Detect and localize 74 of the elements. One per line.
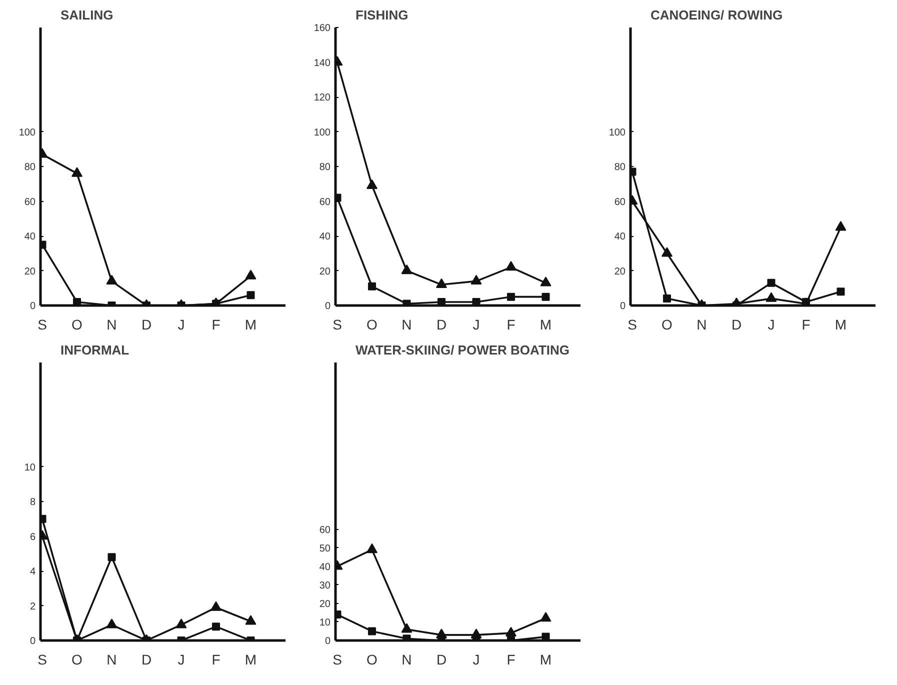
y-tick-label: 20	[319, 598, 331, 610]
x-tick-label: N	[402, 316, 412, 332]
y-tick-label: 40	[614, 232, 626, 242]
y-tick-label: 60	[319, 196, 331, 208]
x-tick-label: S	[332, 316, 342, 332]
x-tick-label: J	[472, 652, 480, 668]
x-tick-label: F	[506, 652, 516, 668]
y-tick-label: 30	[319, 580, 331, 592]
x-tick-label: D	[141, 316, 152, 332]
chart-title: SAILING	[60, 8, 114, 22]
y-tick-label: 60	[24, 196, 36, 208]
x-tick-label: S	[38, 652, 47, 668]
x-tick-label: S	[628, 316, 637, 332]
x-tick-label: S	[38, 316, 47, 332]
x-tick-label: M	[540, 652, 552, 668]
y-tick-label: 0	[324, 301, 331, 312]
y-tick-label: 80	[24, 162, 36, 173]
y-tick-label: 100	[18, 127, 36, 138]
y-tick-label: 60	[614, 196, 626, 208]
y-tick-label: 80	[319, 162, 331, 173]
x-tick-label: D	[436, 652, 447, 668]
x-tick-label: J	[178, 652, 185, 668]
y-tick-label: 0	[30, 301, 36, 312]
y-tick-label: 100	[314, 127, 331, 138]
x-tick-label: N	[106, 652, 117, 668]
x-tick-label: M	[244, 316, 257, 332]
x-tick-label: O	[72, 652, 83, 668]
y-tick-label: 8	[30, 497, 36, 508]
y-tick-label: 140	[314, 58, 331, 69]
x-tick-label: D	[141, 652, 152, 668]
y-tick-label: 10	[24, 462, 36, 474]
y-tick-label: 80	[614, 162, 626, 173]
y-tick-label: 100	[608, 127, 626, 138]
y-tick-label: 10	[319, 617, 331, 628]
x-tick-label: F	[802, 316, 810, 332]
y-tick-label: 20	[614, 266, 626, 278]
x-tick-label: F	[212, 652, 220, 668]
y-tick-label: 0	[324, 636, 331, 647]
y-tick-label: 6	[30, 532, 36, 543]
x-tick-label: S	[332, 652, 342, 668]
chart-title: WATER-SKIING/ POWER BOATING	[356, 342, 570, 358]
x-tick-label: N	[106, 316, 117, 332]
x-tick-label: J	[768, 316, 775, 332]
x-tick-label: F	[506, 316, 516, 332]
y-tick-label: 0	[30, 636, 36, 647]
x-tick-label: F	[212, 316, 220, 332]
y-tick-label: 40	[24, 232, 36, 242]
y-tick-label: 40	[319, 232, 331, 242]
y-tick-label: 160	[314, 23, 331, 34]
x-tick-label: O	[366, 316, 378, 332]
x-tick-label: O	[662, 316, 673, 332]
chart-title: CANOEING/ ROWING	[650, 8, 783, 22]
chart-title: INFORMAL	[60, 342, 130, 358]
x-tick-label: M	[834, 316, 847, 332]
x-tick-label: N	[402, 652, 412, 668]
y-tick-label: 50	[319, 543, 331, 554]
y-tick-label: 0	[620, 301, 626, 312]
x-tick-label: O	[72, 316, 83, 332]
y-tick-label: 40	[319, 562, 331, 573]
chart-title: FISHING	[356, 8, 408, 22]
y-tick-label: 2	[30, 601, 36, 612]
y-tick-label: 20	[319, 266, 331, 278]
x-tick-label: J	[472, 316, 480, 332]
x-tick-label: O	[366, 652, 378, 668]
y-tick-label: 60	[319, 524, 331, 536]
x-tick-label: M	[540, 316, 552, 332]
x-tick-label: N	[696, 316, 707, 332]
y-tick-label: 20	[24, 266, 36, 278]
x-tick-label: D	[436, 316, 447, 332]
y-tick-label: 120	[314, 92, 331, 104]
y-tick-label: 4	[30, 566, 36, 578]
x-tick-label: J	[178, 316, 185, 332]
x-tick-label: D	[731, 316, 742, 332]
x-tick-label: M	[244, 652, 257, 668]
